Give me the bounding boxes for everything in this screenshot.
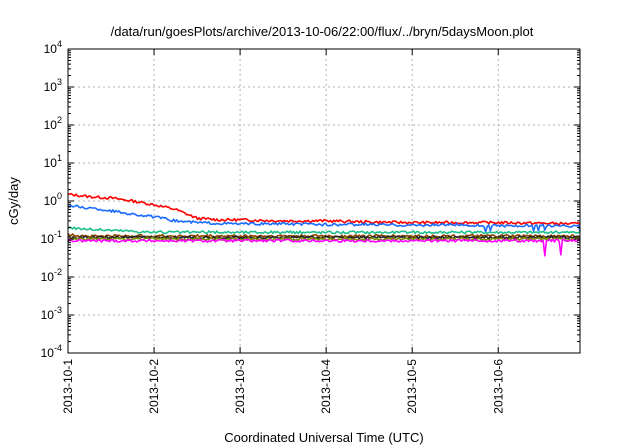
x-axis-label: Coordinated Universal Time (UTC) <box>224 430 423 445</box>
y-tick-label: 10-3 <box>41 305 62 322</box>
x-tick-label: 2013-10-5 <box>405 359 419 414</box>
y-tick-label: 10-2 <box>41 267 62 284</box>
y-axis-label: cGy/day <box>6 177 21 225</box>
y-tick-label: 101 <box>44 153 62 170</box>
x-tick-label: 2013-10-1 <box>61 359 75 414</box>
y-tick-label: 103 <box>44 77 62 94</box>
y-tick-label: 104 <box>44 39 62 56</box>
series-line <box>67 192 581 226</box>
x-tick-label: 2013-10-4 <box>319 359 333 414</box>
y-tick-label: 10-4 <box>41 343 62 360</box>
y-tick-label: 100 <box>44 191 62 208</box>
grid-layer <box>68 49 580 353</box>
tick-layer: 10-4 10-3 10-2 10-1 100 101 102 103 104 2013-10-1… <box>41 39 580 414</box>
series-line <box>67 236 581 242</box>
x-tick-label: 2013-10-3 <box>233 359 247 414</box>
series-line <box>67 204 581 233</box>
x-tick-label: 2013-10-2 <box>147 359 161 414</box>
chart-title: /data/run/goesPlots/archive/2013-10-06/2… <box>111 24 534 39</box>
series-layer <box>67 192 581 257</box>
x-tick-label: 2013-10-6 <box>491 359 505 414</box>
series-line <box>67 238 581 257</box>
series-line <box>67 226 581 235</box>
y-tick-label: 102 <box>44 115 62 132</box>
y-tick-label: 10-1 <box>41 229 62 246</box>
